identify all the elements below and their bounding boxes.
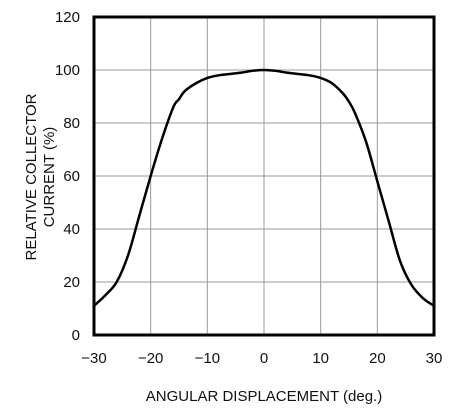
x-tick-label: 0 bbox=[260, 350, 268, 367]
y-tick-label: 40 bbox=[63, 221, 80, 238]
plot-frame bbox=[92, 15, 436, 337]
grid bbox=[94, 17, 434, 335]
y-axis-title-line2: CURRENT (%) bbox=[41, 127, 58, 228]
y-tick-label: 120 bbox=[55, 9, 80, 26]
x-tick-label: −10 bbox=[195, 350, 220, 367]
y-tick-label: 0 bbox=[72, 327, 80, 344]
x-axis-title: ANGULAR DISPLACEMENT (deg.) bbox=[146, 388, 382, 405]
y-tick-label: 20 bbox=[63, 274, 80, 291]
x-tick-label: 10 bbox=[312, 350, 329, 367]
y-tick-label: 80 bbox=[63, 115, 80, 132]
x-tick-label: 20 bbox=[369, 350, 386, 367]
y-tick-label: 60 bbox=[63, 168, 80, 185]
series-layer bbox=[93, 68, 435, 307]
x-tick-label: 30 bbox=[426, 350, 443, 367]
y-axis-title-line1: RELATIVE COLLECTOR bbox=[23, 93, 40, 260]
x-tick-label: −20 bbox=[138, 350, 163, 367]
y-tick-labels: 0 20 40 60 80 100 120 bbox=[55, 9, 80, 344]
x-tick-label: −30 bbox=[81, 350, 106, 367]
x-tick-labels: −30 −20 −10 0 10 20 30 bbox=[81, 350, 442, 367]
series-line bbox=[93, 68, 435, 307]
y-tick-label: 100 bbox=[55, 62, 80, 79]
